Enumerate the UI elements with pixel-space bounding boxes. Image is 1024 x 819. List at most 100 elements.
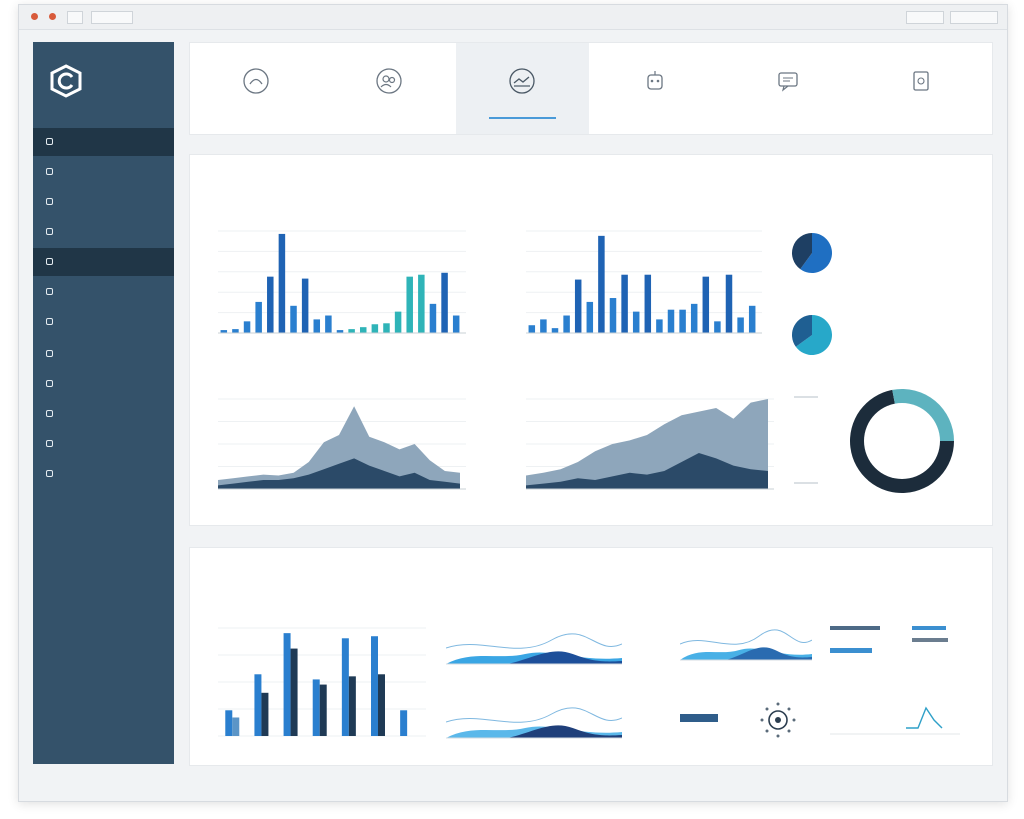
chat-icon <box>778 72 798 92</box>
sidebar-item-1[interactable] <box>33 128 174 156</box>
bar <box>737 317 744 333</box>
bar <box>656 319 663 333</box>
sidebar-item-12[interactable] <box>33 460 174 488</box>
settings-icon <box>46 228 53 235</box>
loading-spinner-icon <box>760 702 796 738</box>
bar-series-1 <box>225 710 233 736</box>
tab-1[interactable] <box>190 43 323 134</box>
address-field[interactable] <box>91 11 133 24</box>
bar <box>418 274 425 333</box>
monitor-icon <box>46 198 53 205</box>
toolbar-button-1[interactable] <box>906 11 944 24</box>
bar <box>406 276 413 333</box>
sidebar-item-3[interactable] <box>33 188 174 216</box>
tab-3[interactable] <box>456 43 589 134</box>
wave-area-2 <box>726 647 812 660</box>
tab-4[interactable] <box>589 43 722 134</box>
chart-icon <box>46 258 53 265</box>
bar <box>383 323 390 333</box>
sidebar-item-6[interactable] <box>33 278 174 306</box>
bar <box>336 330 344 333</box>
bar <box>644 274 652 333</box>
sidebar-item-2[interactable] <box>33 158 174 186</box>
minimize-window-icon[interactable] <box>49 13 56 20</box>
bar-series-1 <box>400 710 408 736</box>
app-window <box>18 4 1008 802</box>
bar <box>714 321 721 333</box>
bar <box>348 329 355 333</box>
title-bar <box>19 5 1007 30</box>
document-icon <box>913 71 929 91</box>
bar <box>528 325 536 333</box>
bar <box>220 330 228 333</box>
pie-slice <box>792 233 812 270</box>
donut-hole <box>864 403 940 479</box>
bar <box>452 315 460 333</box>
area-chart-d <box>526 398 774 490</box>
bar-series-2 <box>348 676 356 736</box>
bar <box>255 301 262 333</box>
bar <box>586 301 594 333</box>
nav-back-button[interactable] <box>67 11 83 24</box>
mail-icon <box>46 410 53 417</box>
wave-area-2 <box>507 651 622 664</box>
sidebar-item-10[interactable] <box>33 400 174 428</box>
bar-series-1 <box>371 636 378 736</box>
bar <box>551 328 559 333</box>
logo-icon <box>50 64 82 98</box>
bar <box>621 274 628 333</box>
gauge-icon <box>243 68 269 94</box>
pie-slice <box>800 233 832 273</box>
bar <box>632 311 640 333</box>
wave-chart-f <box>446 633 622 665</box>
bar <box>563 315 570 333</box>
bar <box>702 276 710 333</box>
wave-line <box>446 707 622 723</box>
user-icon <box>46 318 53 325</box>
sidebar-item-5[interactable] <box>33 248 174 276</box>
folder-icon <box>46 168 53 175</box>
module-tab-bar <box>189 42 993 135</box>
donut-chart <box>794 389 954 493</box>
bar-series-2 <box>378 674 385 736</box>
target-icon <box>46 380 53 387</box>
sidebar <box>33 42 174 764</box>
area-chart-c <box>218 398 466 490</box>
tab-2[interactable] <box>323 43 456 134</box>
bar <box>267 276 274 333</box>
sidebar-item-11[interactable] <box>33 430 174 458</box>
bar <box>748 305 756 333</box>
bar <box>429 303 437 333</box>
bar <box>278 233 286 333</box>
toolbar-button-2[interactable] <box>950 11 998 24</box>
pie-slice <box>792 315 812 347</box>
close-window-icon[interactable] <box>31 13 38 20</box>
bar <box>301 278 309 333</box>
tab-6[interactable] <box>855 43 988 134</box>
bar-series-1 <box>312 679 320 736</box>
lock-icon <box>46 440 53 447</box>
tab-5[interactable] <box>722 43 855 134</box>
bar-series-1 <box>254 674 262 736</box>
bar <box>441 272 448 333</box>
bar <box>243 321 251 333</box>
robot-icon <box>647 71 663 90</box>
bar <box>540 319 547 333</box>
grouped-bar-chart-e <box>218 627 426 737</box>
pie-chart-1 <box>792 233 832 273</box>
sidebar-item-7[interactable] <box>33 308 174 336</box>
bar-chart-a <box>218 230 466 334</box>
bar <box>290 305 297 333</box>
bar <box>598 235 605 333</box>
bar-series-2 <box>261 692 269 736</box>
stat-bar-2 <box>830 648 872 653</box>
home-icon <box>46 138 53 145</box>
bar <box>667 309 675 333</box>
sidebar-item-8[interactable] <box>33 340 174 368</box>
gear-icon <box>46 470 53 477</box>
area-series-light <box>218 406 460 489</box>
sidebar-item-9[interactable] <box>33 370 174 398</box>
sidebar-item-4[interactable] <box>33 218 174 246</box>
bar-series-2 <box>319 684 327 736</box>
list-icon <box>46 288 53 295</box>
